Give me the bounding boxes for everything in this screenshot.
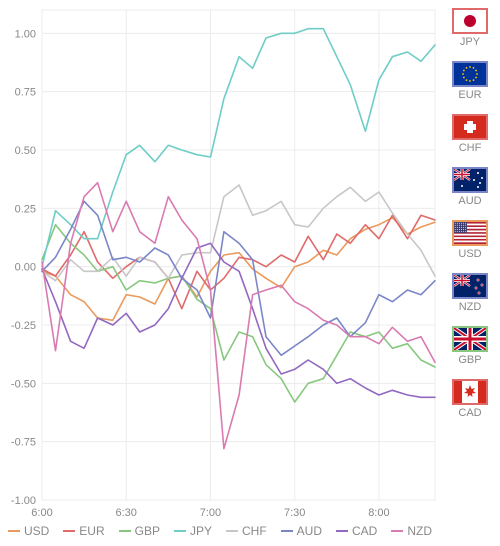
svg-text:0.25: 0.25 <box>15 203 36 215</box>
svg-text:6:30: 6:30 <box>116 507 137 519</box>
flag-label: USD <box>458 248 481 260</box>
flag-icon-eu <box>452 61 488 87</box>
flag-card-gbp[interactable]: GBP <box>446 326 494 366</box>
svg-text:0.50: 0.50 <box>15 145 36 157</box>
flag-card-jpy[interactable]: JPY <box>446 8 494 48</box>
flag-icon-ca <box>452 379 488 405</box>
flag-card-usd[interactable]: USD <box>446 220 494 260</box>
legend-swatch <box>63 530 75 532</box>
flag-label: NZD <box>459 301 482 313</box>
svg-text:-1.00: -1.00 <box>11 495 36 507</box>
legend-label: CHF <box>242 524 267 538</box>
legend-swatch <box>391 530 403 532</box>
legend-item-nzd[interactable]: NZD <box>391 524 432 538</box>
flag-icon-nz <box>452 273 488 299</box>
legend-swatch <box>281 530 293 532</box>
legend-item-usd[interactable]: USD <box>8 524 49 538</box>
legend-label: GBP <box>135 524 160 538</box>
svg-text:1.00: 1.00 <box>15 28 36 40</box>
legend-item-gbp[interactable]: GBP <box>119 524 160 538</box>
legend-item-chf[interactable]: CHF <box>226 524 267 538</box>
flag-icon-us <box>452 220 488 246</box>
flag-label: CHF <box>459 142 482 154</box>
flag-card-cad[interactable]: CAD <box>446 379 494 419</box>
svg-text:-0.75: -0.75 <box>11 437 36 449</box>
legend-label: AUD <box>297 524 322 538</box>
legend-label: NZD <box>407 524 432 538</box>
legend-item-eur[interactable]: EUR <box>63 524 104 538</box>
legend-item-jpy[interactable]: JPY <box>174 524 212 538</box>
legend-label: USD <box>24 524 49 538</box>
flag-card-chf[interactable]: CHF <box>446 114 494 154</box>
currency-chart-widget: -1.00 -0.75 -0.50 -0.25 0.00 0.25 0.50 0.75 1.00… <box>0 0 500 546</box>
flag-icon-jp <box>452 8 488 34</box>
flag-label: GBP <box>458 354 481 366</box>
svg-text:0.00: 0.00 <box>15 262 36 274</box>
chart-area: -1.00 -0.75 -0.50 -0.25 0.00 0.25 0.50 0.75 1.00… <box>0 0 440 546</box>
svg-text:0.75: 0.75 <box>15 87 36 99</box>
line-chart: -1.00 -0.75 -0.50 -0.25 0.00 0.25 0.50 0.75 1.00… <box>0 0 440 525</box>
flag-card-eur[interactable]: EUR <box>446 61 494 101</box>
flag-label: JPY <box>460 36 480 48</box>
svg-text:-0.50: -0.50 <box>11 378 36 390</box>
side-flag-legend: JPY EUR CHF AUD USD NZD GBP CAD <box>446 8 494 419</box>
svg-text:-0.25: -0.25 <box>11 320 36 332</box>
legend-swatch <box>226 530 238 532</box>
svg-text:6:00: 6:00 <box>31 507 52 519</box>
bottom-legend: USD EUR GBP JPY CHF AUD CAD NZD <box>0 524 440 538</box>
svg-text:7:30: 7:30 <box>284 507 305 519</box>
legend-swatch <box>336 530 348 532</box>
legend-swatch <box>8 530 20 532</box>
legend-label: CAD <box>352 524 377 538</box>
flag-label: EUR <box>458 89 481 101</box>
flag-icon-ch <box>452 114 488 140</box>
flag-card-nzd[interactable]: NZD <box>446 273 494 313</box>
legend-label: EUR <box>79 524 104 538</box>
flag-label: CAD <box>458 407 481 419</box>
flag-icon-au <box>452 167 488 193</box>
legend-item-cad[interactable]: CAD <box>336 524 377 538</box>
svg-text:8:00: 8:00 <box>368 507 389 519</box>
flag-card-aud[interactable]: AUD <box>446 167 494 207</box>
flag-label: AUD <box>458 195 481 207</box>
flag-icon-gb <box>452 326 488 352</box>
legend-label: JPY <box>190 524 212 538</box>
legend-swatch <box>174 530 186 532</box>
legend-swatch <box>119 530 131 532</box>
svg-text:7:00: 7:00 <box>200 507 221 519</box>
legend-item-aud[interactable]: AUD <box>281 524 322 538</box>
